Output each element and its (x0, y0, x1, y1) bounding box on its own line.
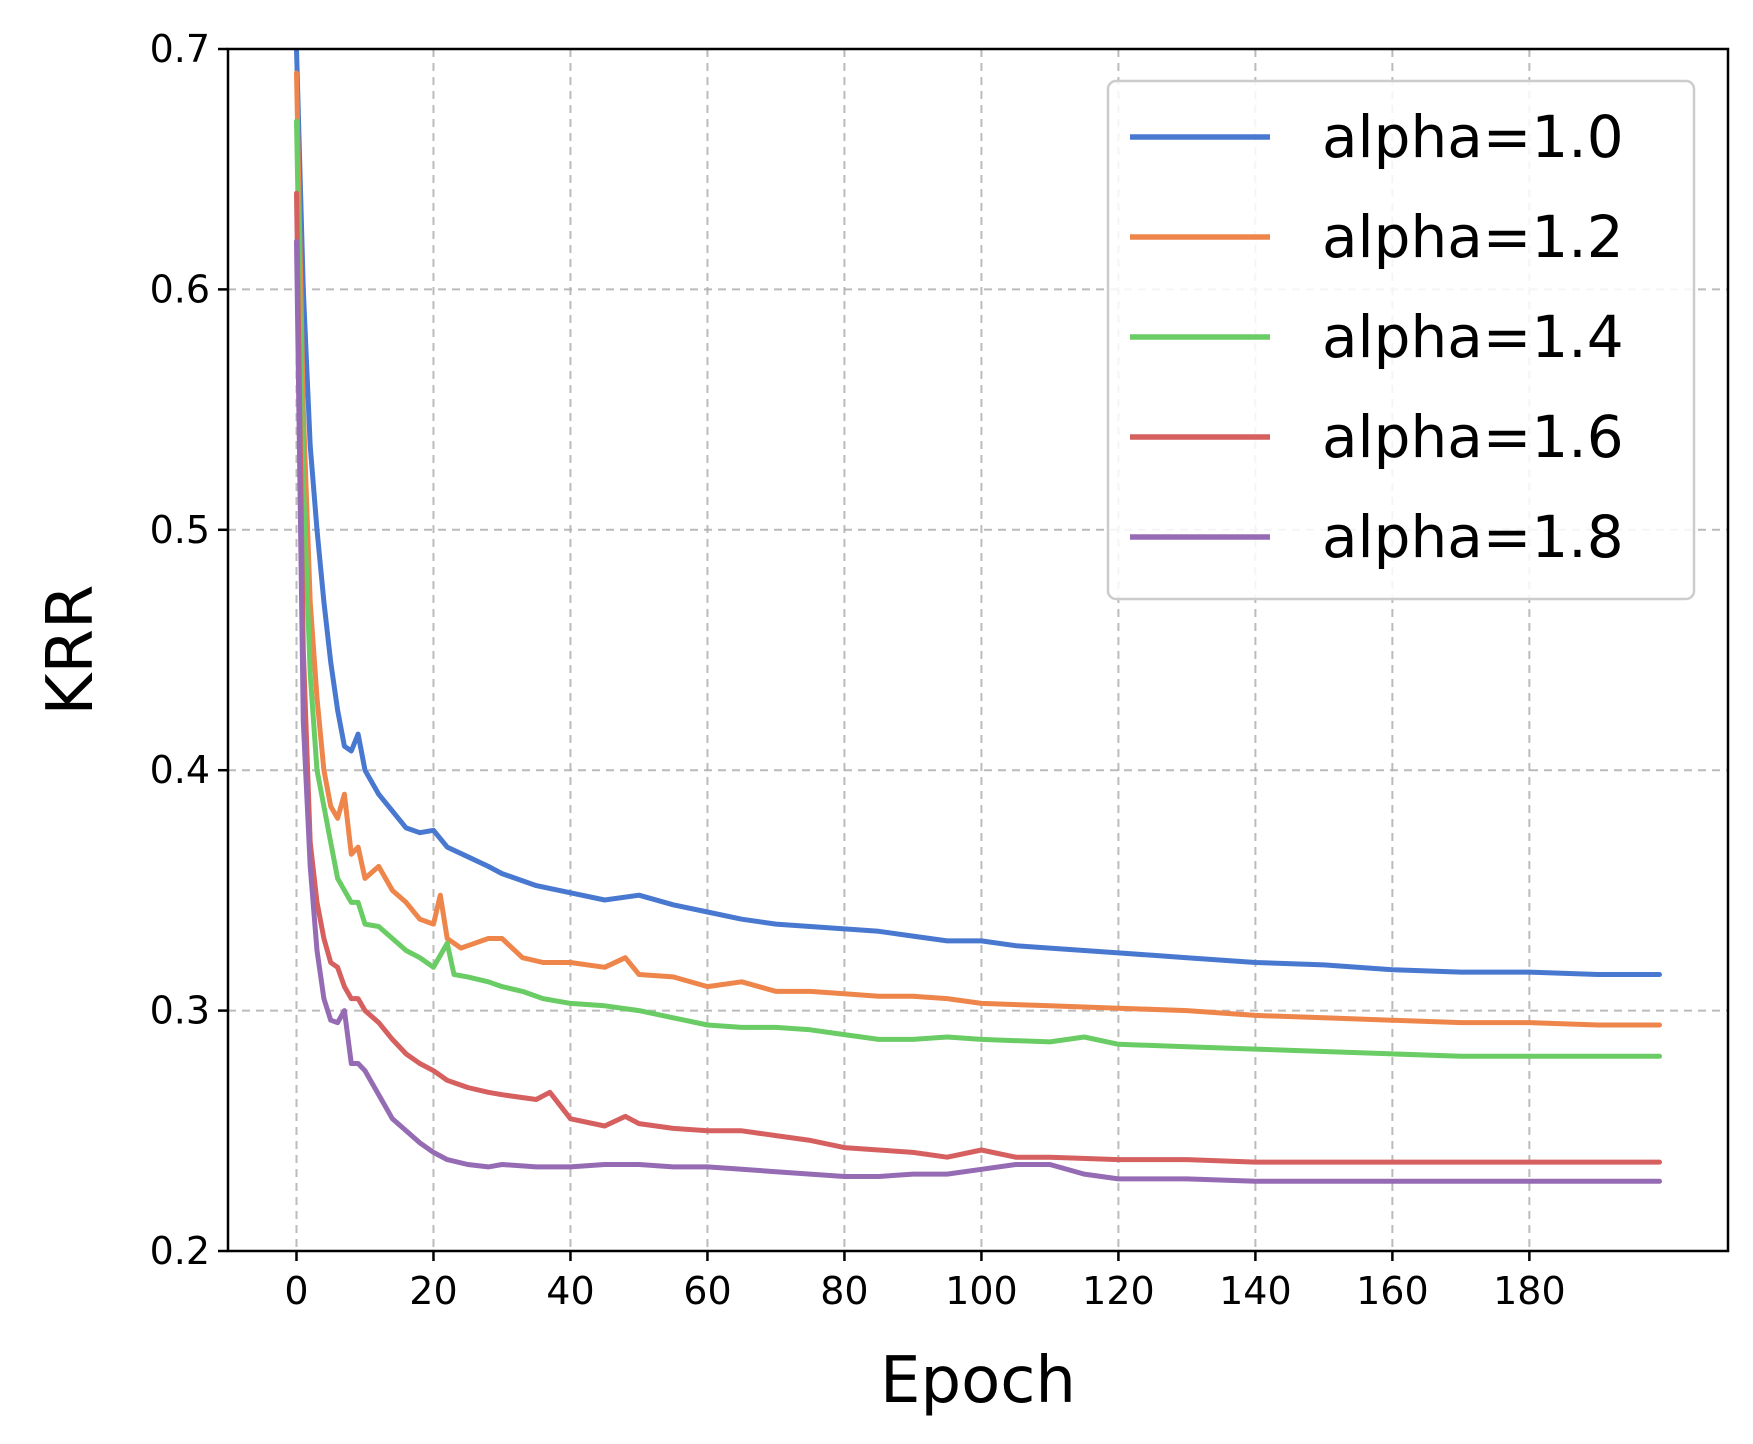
series-line-alpha-1-4 (294, 118, 1662, 1059)
x-tick-label: 120 (1082, 1269, 1155, 1313)
x-tick-label: 60 (683, 1269, 731, 1313)
y-tick-label: 0.4 (150, 748, 210, 792)
y-tick-label: 0.2 (150, 1229, 210, 1273)
y-axis: 0.2 0.3 0.4 0.5 0.6 0.7 (150, 27, 228, 1273)
x-tick-label: 0 (284, 1269, 308, 1313)
series-line-alpha-1-2 (294, 70, 1662, 1028)
x-tick-label: 40 (546, 1269, 594, 1313)
x-tick-label: 160 (1356, 1269, 1429, 1313)
series-group (294, 49, 1662, 1184)
legend-label: alpha=1.0 (1322, 103, 1624, 171)
x-tick-label: 140 (1219, 1269, 1292, 1313)
series-line-alpha-1-0 (294, 49, 1662, 977)
series-line-alpha-1-8 (294, 238, 1662, 1184)
x-tick-label: 100 (945, 1269, 1018, 1313)
y-axis-title: KRR (34, 585, 108, 716)
x-axis: 0 20 40 60 80 100 120 140 160 180 (284, 1251, 1566, 1313)
x-axis-title: Epoch (880, 1344, 1076, 1418)
legend-label: alpha=1.8 (1322, 503, 1624, 571)
legend: alpha=1.0 alpha=1.2 alpha=1.4 alpha=1.6 alph… (1106, 79, 1696, 601)
x-tick-label: 80 (820, 1269, 868, 1313)
x-tick-label: 20 (409, 1269, 457, 1313)
y-tick-label: 0.3 (150, 989, 210, 1033)
legend-label: alpha=1.2 (1322, 203, 1624, 271)
series-line-alpha-1-6 (294, 190, 1662, 1165)
y-tick-label: 0.7 (150, 27, 210, 71)
plot-frame (226, 47, 1730, 1253)
y-tick-label: 0.6 (150, 267, 210, 311)
legend-label: alpha=1.4 (1322, 303, 1624, 371)
y-tick-label: 0.5 (150, 508, 210, 552)
legend-label: alpha=1.6 (1322, 403, 1624, 471)
legend-box (1106, 79, 1696, 601)
x-tick-label: 180 (1493, 1269, 1566, 1313)
